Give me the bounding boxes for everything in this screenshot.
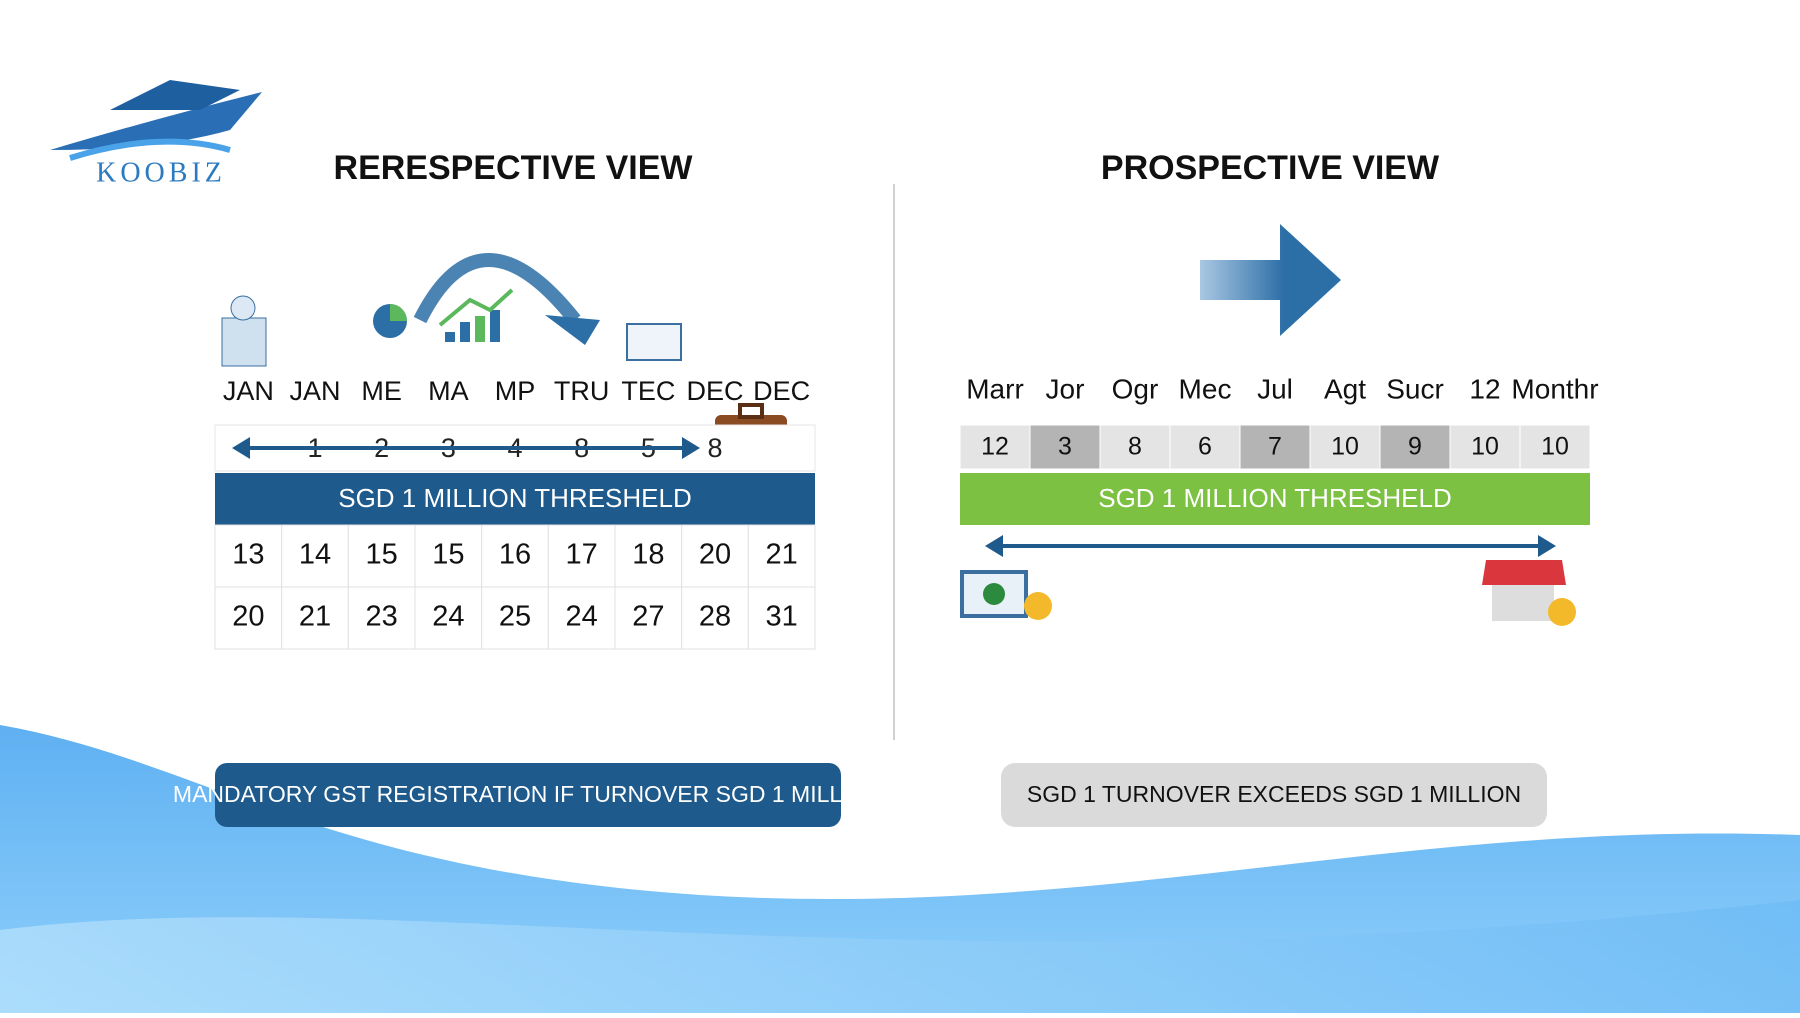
value: 9 — [1408, 433, 1422, 461]
day: 20 — [232, 601, 264, 633]
value: 7 — [1268, 433, 1282, 461]
cell — [681, 586, 749, 650]
month: TEC — [621, 376, 675, 406]
value: 12 — [981, 433, 1009, 461]
cell — [1239, 424, 1311, 470]
cell — [414, 524, 483, 588]
day: 20 — [699, 539, 731, 571]
title: PROSPECTIVE VIEW — [1101, 149, 1440, 187]
month: MP — [495, 376, 536, 406]
cell — [1309, 424, 1381, 470]
threshold-band — [960, 473, 1590, 525]
value: 6 — [1198, 433, 1212, 461]
day: 16 — [499, 539, 531, 571]
title: RERESPECTIVE VIEW — [334, 149, 694, 187]
day: 15 — [366, 539, 398, 571]
cell — [1029, 424, 1101, 470]
wave — [0, 900, 1800, 1013]
caption-box — [215, 763, 841, 827]
cell — [481, 586, 549, 650]
threshold: SGD 1 MILLION THRESHELD — [338, 483, 692, 513]
month: Marr — [966, 373, 1024, 404]
cell — [281, 524, 349, 588]
cell — [347, 586, 416, 650]
threshold: SGD 1 MILLION THRESHELD — [1098, 483, 1452, 513]
month: Mec — [1179, 373, 1232, 404]
day: 31 — [766, 601, 798, 633]
cell — [747, 586, 816, 650]
cell — [214, 586, 283, 650]
month: Ogr — [1112, 373, 1159, 404]
caption: SGD 1 TURNOVER EXCEEDS SGD 1 MILLION — [1027, 781, 1521, 807]
month: Jul — [1257, 373, 1293, 404]
value: 3 — [1058, 433, 1072, 461]
day: 24 — [566, 601, 598, 633]
month: Sucr — [1386, 373, 1444, 404]
cell — [214, 524, 283, 588]
day: 13 — [232, 539, 264, 571]
day: 18 — [632, 539, 664, 571]
month: Monthr — [1511, 373, 1598, 404]
month: DEC — [686, 376, 743, 406]
cell — [1099, 424, 1171, 470]
month: Jor — [1046, 373, 1085, 404]
cell — [614, 524, 683, 588]
caption: MANDATORY GST REGISTRATION IF TURNOVER S… — [173, 781, 883, 807]
month: TRU — [554, 376, 610, 406]
cell — [414, 586, 483, 650]
value: 10 — [1331, 433, 1359, 461]
timeline-number: 8 — [707, 433, 722, 463]
value: 8 — [1128, 433, 1142, 461]
value: 10 — [1471, 433, 1499, 461]
cell — [747, 524, 816, 588]
month: Agt — [1324, 373, 1366, 404]
cell — [347, 524, 416, 588]
day: 24 — [432, 601, 464, 633]
cell — [614, 586, 683, 650]
cell — [1169, 424, 1241, 470]
threshold-band — [215, 473, 815, 525]
month: JAN — [289, 376, 340, 406]
day: 25 — [499, 601, 531, 633]
day: 21 — [766, 539, 798, 571]
day: 28 — [699, 601, 731, 633]
caption-box — [1001, 763, 1547, 827]
day: 14 — [299, 539, 331, 571]
cell — [681, 524, 749, 588]
cell — [1519, 424, 1591, 470]
day: 23 — [366, 601, 398, 633]
logo: KOOBIZ — [50, 80, 262, 188]
day: 15 — [432, 539, 464, 571]
day: 27 — [632, 601, 664, 633]
cell — [1379, 424, 1451, 470]
cell — [481, 524, 549, 588]
month: MA — [428, 376, 469, 406]
day: 17 — [566, 539, 598, 571]
cell — [281, 586, 349, 650]
month: JAN — [223, 376, 274, 406]
month: 12 — [1469, 373, 1500, 404]
day: 21 — [299, 601, 331, 633]
month: ME — [361, 376, 402, 406]
month: DEC — [753, 376, 810, 406]
logo-text: KOOBIZ — [96, 157, 226, 188]
value: 10 — [1541, 433, 1569, 461]
